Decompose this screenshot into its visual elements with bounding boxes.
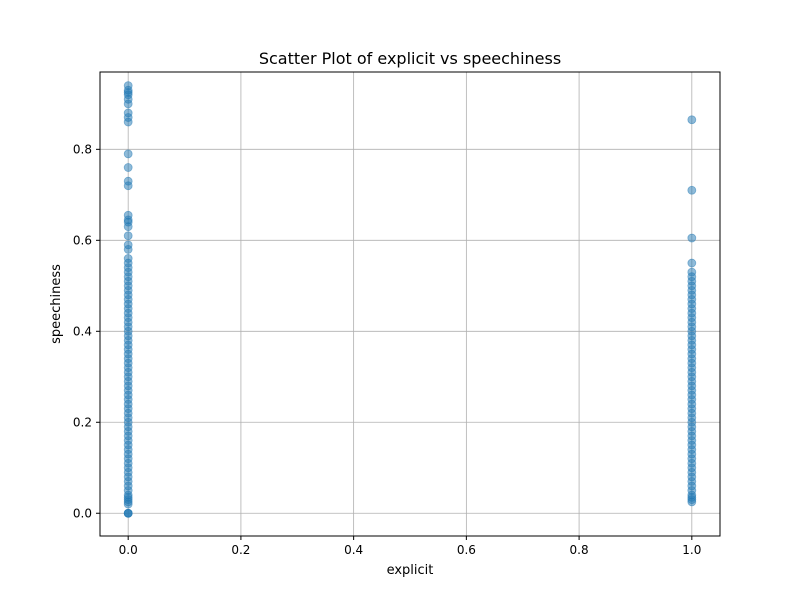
plot-frame [99,71,721,537]
y-tick-label: 0.2 [73,415,92,429]
x-tick-label: 0.4 [344,543,363,557]
scatter-point [123,254,133,263]
y-tick-label: 0.4 [73,324,92,338]
scatter-point [123,231,133,241]
x-tick-label: 0.6 [457,543,476,557]
y-tick-label: 0.6 [73,233,92,247]
x-axis-ticks: 0.0 0.2 0.4 0.6 0.8 1.0 [119,536,701,557]
scatter-point [123,149,133,159]
chart-title: Scatter Plot of explicit vs speechiness [259,49,561,68]
scatter-point [687,185,697,195]
scatter-point [123,210,133,220]
scatter-point [123,81,133,91]
scatter-point [123,508,133,518]
y-axis-ticks: 0.0 0.2 0.4 0.6 0.8 [73,142,100,520]
x-tick-label: 0.0 [119,543,138,557]
scatter-point [687,233,697,243]
scatter-point [687,258,697,268]
y-axis-label: speechiness [49,264,64,344]
scatter-point [687,267,697,277]
x-tick-label: 0.8 [570,543,589,557]
scatter-point [123,176,133,186]
data-points [123,81,697,518]
y-tick-label: 0.0 [73,506,92,520]
scatter-point [123,163,133,172]
x-axis-label: explicit [387,563,434,578]
scatter-point [123,240,133,250]
scatter-point [687,115,697,125]
y-tick-label: 0.8 [73,142,92,156]
x-tick-label: 0.2 [231,543,250,557]
scatter-point [123,108,133,118]
x-tick-label: 1.0 [682,543,701,557]
